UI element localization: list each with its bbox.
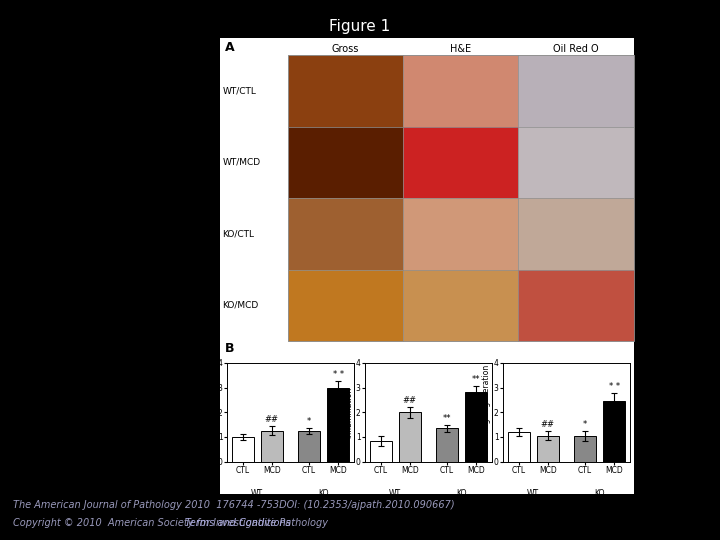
Text: WT: WT xyxy=(251,489,264,498)
Text: * *: * * xyxy=(333,370,343,380)
Text: *: * xyxy=(307,417,311,426)
Text: KO: KO xyxy=(594,489,605,498)
Text: Figure 1: Figure 1 xyxy=(329,19,391,34)
Bar xyxy=(403,127,518,198)
Text: ##: ## xyxy=(403,396,417,405)
Text: KO/MCD: KO/MCD xyxy=(222,301,258,310)
Bar xyxy=(574,436,596,462)
Text: Copyright © 2010  American Society for Investigative Pathology: Copyright © 2010 American Society for In… xyxy=(13,518,331,528)
Bar xyxy=(436,428,458,462)
Text: Oil Red O: Oil Red O xyxy=(553,44,599,55)
Text: WT: WT xyxy=(390,489,401,498)
Y-axis label: Ballooning degeneration: Ballooning degeneration xyxy=(482,365,491,460)
Bar xyxy=(518,269,634,341)
Text: Gross: Gross xyxy=(332,44,359,55)
Bar xyxy=(603,401,625,462)
Bar xyxy=(518,55,634,127)
Bar xyxy=(403,269,518,341)
Bar xyxy=(369,441,392,462)
Bar xyxy=(288,269,403,341)
Text: A: A xyxy=(225,40,235,53)
Bar xyxy=(403,55,518,127)
Bar xyxy=(288,55,634,341)
Text: KO/CTL: KO/CTL xyxy=(222,230,254,239)
Text: ##: ## xyxy=(265,415,279,424)
Bar xyxy=(465,393,487,462)
Text: * *: * * xyxy=(608,382,620,392)
Bar xyxy=(288,55,403,127)
Bar xyxy=(288,127,403,198)
Text: WT/MCD: WT/MCD xyxy=(222,158,261,167)
Bar xyxy=(298,431,320,462)
Bar xyxy=(508,432,530,462)
Text: **: ** xyxy=(472,375,480,383)
Bar xyxy=(288,198,403,269)
Text: The American Journal of Pathology 2010  176744 -753DOI: (10.2353/ajpath.2010.090: The American Journal of Pathology 2010 1… xyxy=(13,500,454,510)
Bar xyxy=(518,198,634,269)
Text: *: * xyxy=(582,420,587,429)
Text: WT: WT xyxy=(527,489,539,498)
Y-axis label: Inflammation: Inflammation xyxy=(344,387,353,438)
Bar xyxy=(220,38,634,494)
Bar xyxy=(518,127,634,198)
Text: **: ** xyxy=(443,414,451,423)
Bar xyxy=(403,198,518,269)
Bar xyxy=(261,431,283,462)
Text: KO: KO xyxy=(318,489,329,498)
Y-axis label: Steatosis: Steatosis xyxy=(206,395,215,430)
Bar xyxy=(232,437,254,462)
Text: WT/CTL: WT/CTL xyxy=(222,86,256,96)
Text: KO: KO xyxy=(456,489,467,498)
Bar xyxy=(327,388,349,462)
Bar xyxy=(399,412,421,462)
Text: ##: ## xyxy=(541,420,555,429)
Text: B: B xyxy=(225,342,235,355)
Text: Terms and Conditions: Terms and Conditions xyxy=(185,518,291,528)
Text: H&E: H&E xyxy=(450,44,472,55)
Bar xyxy=(536,436,559,462)
